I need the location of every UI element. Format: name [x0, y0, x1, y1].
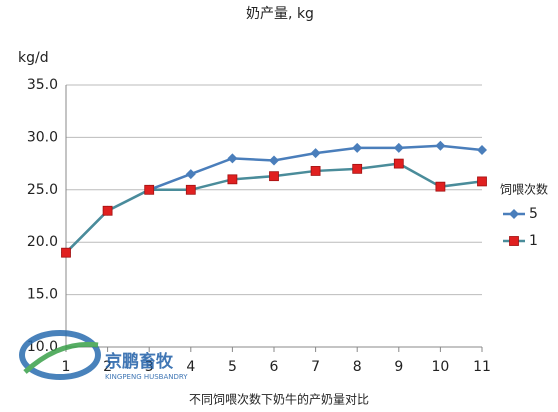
- data-point: [352, 142, 363, 153]
- data-point: [185, 169, 196, 180]
- watermark-text: KINGPENG HUSBANDRY: [105, 373, 188, 381]
- legend-label: 5: [529, 206, 538, 222]
- data-point: [269, 155, 279, 166]
- data-point: [269, 171, 279, 182]
- data-point: [185, 184, 196, 195]
- data-point: [310, 166, 321, 176]
- x-tick-label: 7: [311, 359, 320, 375]
- data-point: [435, 181, 446, 192]
- data-point: [435, 140, 446, 151]
- y-tick-label: 15.0: [27, 287, 58, 303]
- y-tick-label: 20.0: [27, 234, 58, 250]
- y-tick-label: 25.0: [27, 182, 58, 198]
- x-tick-label: 11: [473, 359, 491, 375]
- data-point: [102, 205, 113, 216]
- data-point: [144, 184, 155, 195]
- x-tick-label: 5: [228, 359, 237, 375]
- y-axis-label: kg/d: [18, 50, 49, 66]
- watermark-text: 京鹏畜牧: [105, 351, 174, 372]
- data-point: [477, 176, 487, 187]
- legend-marker: [509, 236, 519, 246]
- x-tick-label: 10: [431, 359, 449, 375]
- data-point: [227, 153, 238, 164]
- x-tick-label: 9: [394, 359, 403, 375]
- chart-title: 奶产量, kg: [246, 6, 314, 22]
- watermark-logo: [23, 341, 99, 374]
- watermark-logo: [19, 330, 101, 380]
- y-tick-label: 35.0: [27, 77, 58, 93]
- data-point: [393, 158, 404, 169]
- data-point: [227, 174, 238, 185]
- data-point: [352, 163, 363, 174]
- y-tick-label: 30.0: [27, 129, 58, 145]
- data-point: [61, 247, 71, 258]
- x-tick-label: 1: [62, 359, 71, 375]
- legend-marker: [509, 209, 519, 219]
- x-tick-label: 2: [103, 359, 112, 375]
- data-point: [477, 144, 487, 155]
- y-tick-label: 10.0: [27, 339, 58, 355]
- x-tick-label: 6: [270, 359, 279, 375]
- data-point: [393, 142, 404, 153]
- caption: 不同饲喂次数下奶牛的产奶量对比: [189, 392, 369, 407]
- legend-label: 1: [529, 233, 538, 249]
- data-point: [310, 148, 321, 159]
- x-tick-label: 8: [353, 359, 362, 375]
- x-tick-label: 4: [186, 359, 195, 375]
- x-tick-label: 3: [145, 359, 154, 375]
- legend-title: 饲喂次数: [500, 182, 548, 197]
